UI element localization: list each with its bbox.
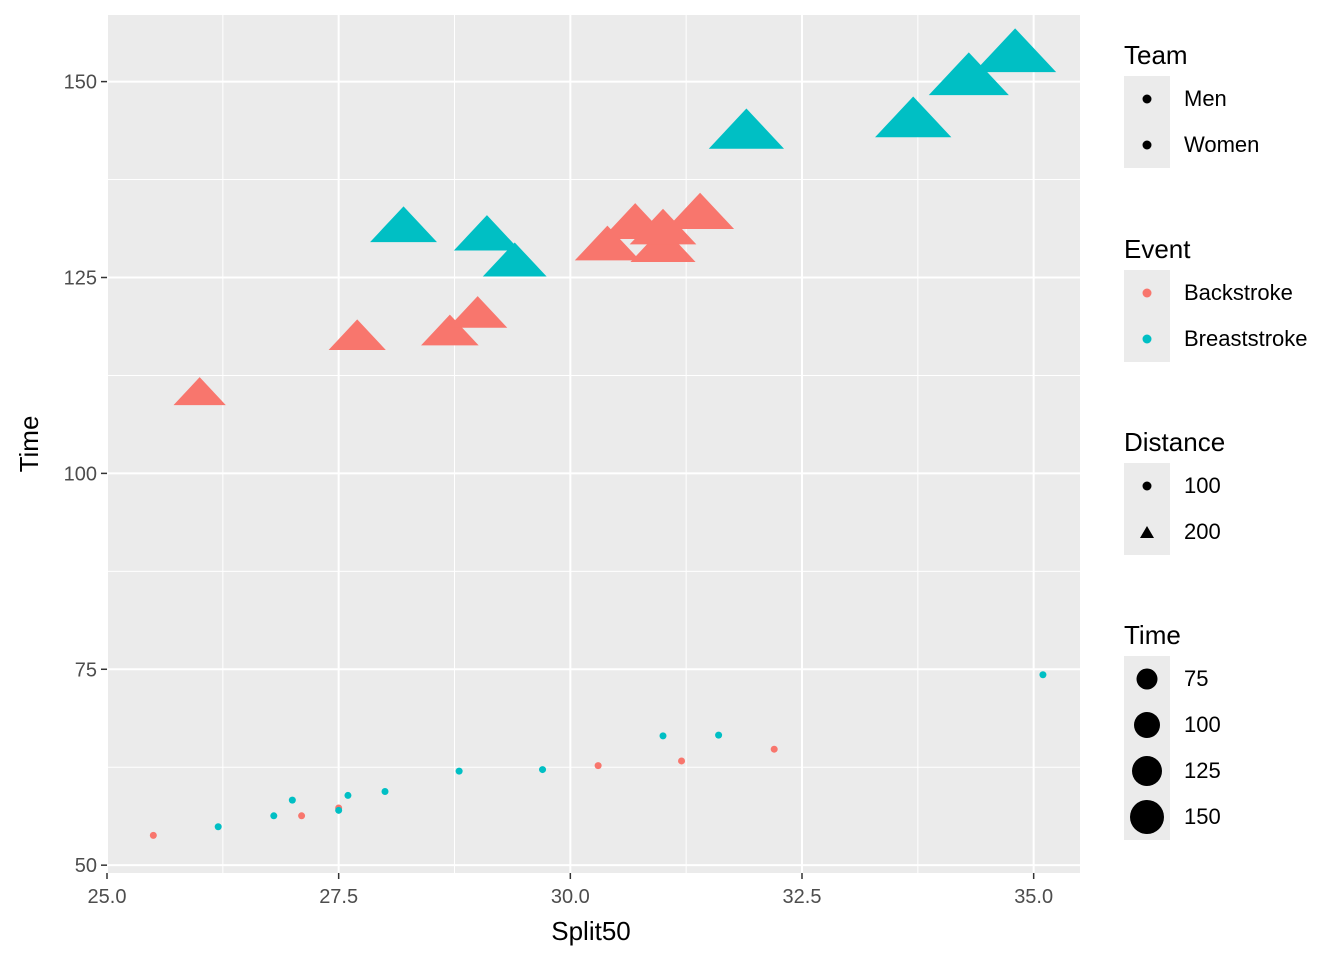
data-point-circle <box>678 757 686 765</box>
data-point-circle <box>214 823 222 831</box>
circle-icon <box>1142 140 1152 150</box>
data-point-circle <box>381 788 389 796</box>
data-point-circle <box>770 745 778 753</box>
data-point-triangle <box>630 227 696 262</box>
x-tick-label: 35.0 <box>1014 886 1053 908</box>
data-point-triangle <box>482 242 547 277</box>
legend-label: 75 <box>1184 666 1209 691</box>
data-point-triangle <box>453 215 521 251</box>
legend-event-item: Backstroke <box>1124 270 1308 316</box>
x-tick-label: 30.0 <box>551 886 590 908</box>
legend-time-item: 75 <box>1124 656 1221 702</box>
data-point-triangle <box>328 319 386 350</box>
legend-key <box>1124 270 1170 316</box>
data-point-triangle <box>875 96 952 138</box>
y-tick-label: 150 <box>64 72 97 94</box>
y-tick-label: 100 <box>64 463 97 485</box>
legend-distance: Distance 100 200 <box>1124 427 1225 555</box>
circle-icon <box>1132 756 1162 786</box>
x-tick-label: 32.5 <box>783 886 822 908</box>
data-point-triangle <box>928 52 1009 96</box>
legend-event-item: Breaststroke <box>1124 316 1308 362</box>
legend-key <box>1124 748 1170 794</box>
data-point-triangle <box>708 108 785 149</box>
triangle-icon <box>1140 526 1154 538</box>
data-point-triangle <box>370 206 437 243</box>
data-point-triangle <box>974 28 1057 73</box>
x-tick-label: 25.0 <box>88 886 127 908</box>
y-axis-ticks: 50 75 100 125 150 <box>64 72 107 877</box>
circle-icon <box>1136 668 1158 690</box>
x-axis-ticks: 25.0 27.5 30.0 32.5 35.0 <box>88 873 1053 908</box>
y-axis-title: Time <box>14 416 44 473</box>
data-point-triangle <box>629 208 697 245</box>
data-point-circle <box>288 796 296 804</box>
legend-label: Women <box>1184 132 1260 157</box>
legend-label: Backstroke <box>1184 280 1293 305</box>
circle-icon <box>1142 334 1152 344</box>
data-point-triangle <box>173 377 226 406</box>
legend-label: 125 <box>1184 758 1221 783</box>
legend-time-item: 150 <box>1124 794 1221 840</box>
legend-time: Time 75 100 125 150 <box>1124 620 1221 840</box>
circle-icon <box>1142 481 1152 491</box>
grid-minor <box>107 15 1080 873</box>
data-points <box>149 28 1057 839</box>
circle-icon <box>1134 712 1160 738</box>
x-tick-label: 27.5 <box>319 886 358 908</box>
legend-key <box>1124 509 1170 555</box>
grid-major <box>106 15 1080 873</box>
legend-time-item: 100 <box>1124 702 1221 748</box>
data-point-circle <box>344 791 352 799</box>
legend-key <box>1124 76 1170 122</box>
legend-key <box>1124 463 1170 509</box>
plot-panel <box>107 15 1080 873</box>
data-point-circle <box>149 831 157 839</box>
data-point-triangle <box>448 296 508 328</box>
legend-label: 150 <box>1184 804 1221 829</box>
legend-label: Men <box>1184 86 1227 111</box>
legend-distance-title: Distance <box>1124 427 1226 457</box>
data-point-circle <box>298 812 306 820</box>
data-point-triangle <box>666 192 735 230</box>
data-point-circle <box>335 806 343 814</box>
legend-label: 200 <box>1184 519 1221 544</box>
y-tick-label: 50 <box>75 855 97 877</box>
legend-label: 100 <box>1184 473 1221 498</box>
legend-distance-item: 200 <box>1124 509 1225 555</box>
legend-team: Team Men Women <box>1124 40 1259 168</box>
legend-event-title: Event <box>1124 234 1191 264</box>
data-point-circle <box>594 762 602 770</box>
legend-distance-item: 100 <box>1124 463 1225 509</box>
x-axis-title: Split50 <box>551 916 631 946</box>
data-point-circle <box>455 767 463 775</box>
data-point-circle <box>715 731 723 739</box>
legend-team-item: Women <box>1124 122 1259 168</box>
legend-label: 100 <box>1184 712 1221 737</box>
legend-time-item: 125 <box>1124 748 1221 794</box>
legend-key <box>1124 122 1170 168</box>
legend-team-title: Team <box>1124 40 1188 70</box>
data-point-triangle <box>421 314 479 346</box>
data-point-circle <box>539 766 547 774</box>
circle-icon <box>1142 288 1152 298</box>
legend-event: Event Backstroke Breaststroke <box>1124 234 1308 362</box>
circle-icon <box>1130 800 1164 834</box>
y-tick-label: 75 <box>75 659 97 681</box>
legend-key <box>1124 656 1170 702</box>
legend-label: Breaststroke <box>1184 326 1308 351</box>
legend-key <box>1124 702 1170 748</box>
circle-icon <box>1142 94 1152 104</box>
y-tick-label: 125 <box>64 267 97 289</box>
data-point-circle <box>1039 671 1047 679</box>
data-point-circle <box>659 732 667 740</box>
legend-team-item: Men <box>1124 76 1259 122</box>
legend-key <box>1124 316 1170 362</box>
legend-key <box>1124 794 1170 840</box>
data-point-triangle <box>574 225 641 261</box>
legend-time-title: Time <box>1124 620 1181 650</box>
data-point-circle <box>270 812 278 820</box>
